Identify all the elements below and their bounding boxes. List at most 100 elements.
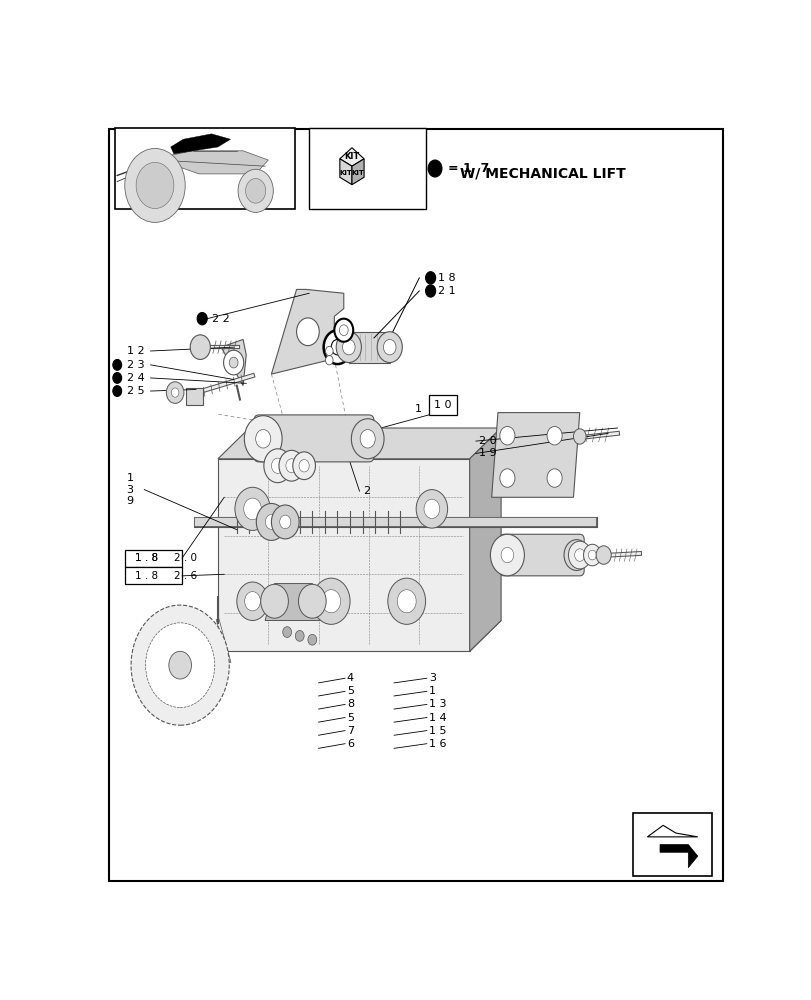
Text: 2: 2: [363, 486, 369, 496]
Circle shape: [574, 549, 584, 561]
Polygon shape: [469, 428, 500, 651]
Circle shape: [490, 534, 524, 576]
Circle shape: [256, 503, 286, 540]
Circle shape: [255, 430, 270, 448]
Circle shape: [388, 578, 425, 624]
Polygon shape: [659, 845, 697, 868]
Text: 1 8: 1 8: [438, 273, 455, 283]
Circle shape: [298, 459, 309, 472]
Text: 2 . 0: 2 . 0: [174, 553, 197, 563]
Circle shape: [564, 540, 589, 570]
Polygon shape: [271, 289, 343, 374]
Text: 5: 5: [346, 686, 354, 696]
Bar: [125, 550, 182, 567]
Circle shape: [190, 335, 210, 359]
Circle shape: [383, 339, 396, 355]
FancyBboxPatch shape: [254, 415, 374, 462]
Circle shape: [325, 346, 333, 356]
Circle shape: [113, 359, 122, 370]
Circle shape: [331, 339, 343, 355]
Text: 1 0: 1 0: [433, 400, 451, 410]
Text: 2 5: 2 5: [127, 386, 144, 396]
Circle shape: [588, 550, 595, 560]
Polygon shape: [351, 159, 363, 185]
Circle shape: [423, 499, 440, 518]
Bar: [187, 388, 203, 405]
Circle shape: [238, 169, 273, 212]
Circle shape: [264, 449, 291, 483]
Text: 1 9: 1 9: [478, 448, 496, 458]
Bar: [633, 813, 711, 876]
Circle shape: [271, 458, 284, 473]
Text: 5: 5: [346, 713, 354, 723]
Circle shape: [113, 386, 122, 396]
Text: 2 0: 2 0: [478, 436, 496, 446]
Circle shape: [279, 515, 290, 529]
Text: 9: 9: [127, 496, 134, 506]
Circle shape: [245, 179, 265, 203]
Text: 3: 3: [127, 485, 134, 495]
Text: 1 . 8: 1 . 8: [135, 571, 157, 581]
Text: KIT: KIT: [351, 170, 364, 176]
Circle shape: [336, 332, 361, 363]
Polygon shape: [265, 584, 321, 620]
Circle shape: [376, 332, 401, 363]
Circle shape: [279, 450, 304, 481]
Text: 1: 1: [414, 404, 422, 414]
Text: 2 4: 2 4: [127, 373, 144, 383]
Polygon shape: [217, 620, 500, 651]
Text: 1 3: 1 3: [428, 699, 446, 709]
Circle shape: [595, 546, 611, 564]
Circle shape: [397, 590, 416, 613]
Circle shape: [547, 469, 561, 487]
Circle shape: [583, 544, 600, 566]
Circle shape: [324, 330, 351, 364]
Polygon shape: [646, 825, 697, 837]
Bar: [349, 332, 389, 363]
Circle shape: [425, 272, 436, 284]
Text: = 1  7: = 1 7: [447, 162, 488, 175]
Circle shape: [243, 498, 261, 520]
Circle shape: [425, 285, 436, 297]
Text: KIT: KIT: [339, 170, 352, 176]
Circle shape: [307, 634, 316, 645]
Polygon shape: [340, 148, 363, 166]
Circle shape: [237, 582, 268, 620]
Polygon shape: [170, 134, 230, 154]
Circle shape: [360, 430, 375, 448]
Circle shape: [339, 325, 348, 336]
Circle shape: [145, 623, 214, 708]
Circle shape: [244, 416, 281, 462]
Text: 2 2: 2 2: [212, 314, 229, 324]
Circle shape: [570, 548, 581, 562]
Circle shape: [416, 490, 447, 528]
Circle shape: [547, 426, 561, 445]
Text: 6: 6: [346, 739, 354, 749]
Circle shape: [298, 584, 326, 618]
Circle shape: [312, 578, 350, 624]
Text: W/ MECHANICAL LIFT: W/ MECHANICAL LIFT: [460, 167, 625, 181]
Bar: [309, 128, 425, 209]
Text: 3: 3: [428, 673, 436, 683]
Circle shape: [500, 469, 514, 487]
Circle shape: [295, 631, 304, 641]
Circle shape: [223, 350, 243, 375]
Circle shape: [125, 148, 185, 222]
Circle shape: [296, 318, 319, 346]
Circle shape: [334, 319, 353, 342]
Circle shape: [568, 541, 590, 569]
Circle shape: [500, 426, 514, 445]
Circle shape: [229, 357, 238, 368]
Circle shape: [282, 627, 291, 637]
Polygon shape: [217, 459, 469, 651]
Bar: [166, 651, 194, 679]
Circle shape: [131, 605, 229, 725]
Polygon shape: [340, 159, 351, 185]
Circle shape: [500, 547, 513, 563]
Circle shape: [271, 505, 298, 539]
Text: 2 1: 2 1: [438, 286, 455, 296]
Text: 7: 7: [346, 726, 354, 736]
Circle shape: [573, 429, 586, 444]
Circle shape: [351, 419, 384, 459]
Text: 1: 1: [127, 473, 134, 483]
